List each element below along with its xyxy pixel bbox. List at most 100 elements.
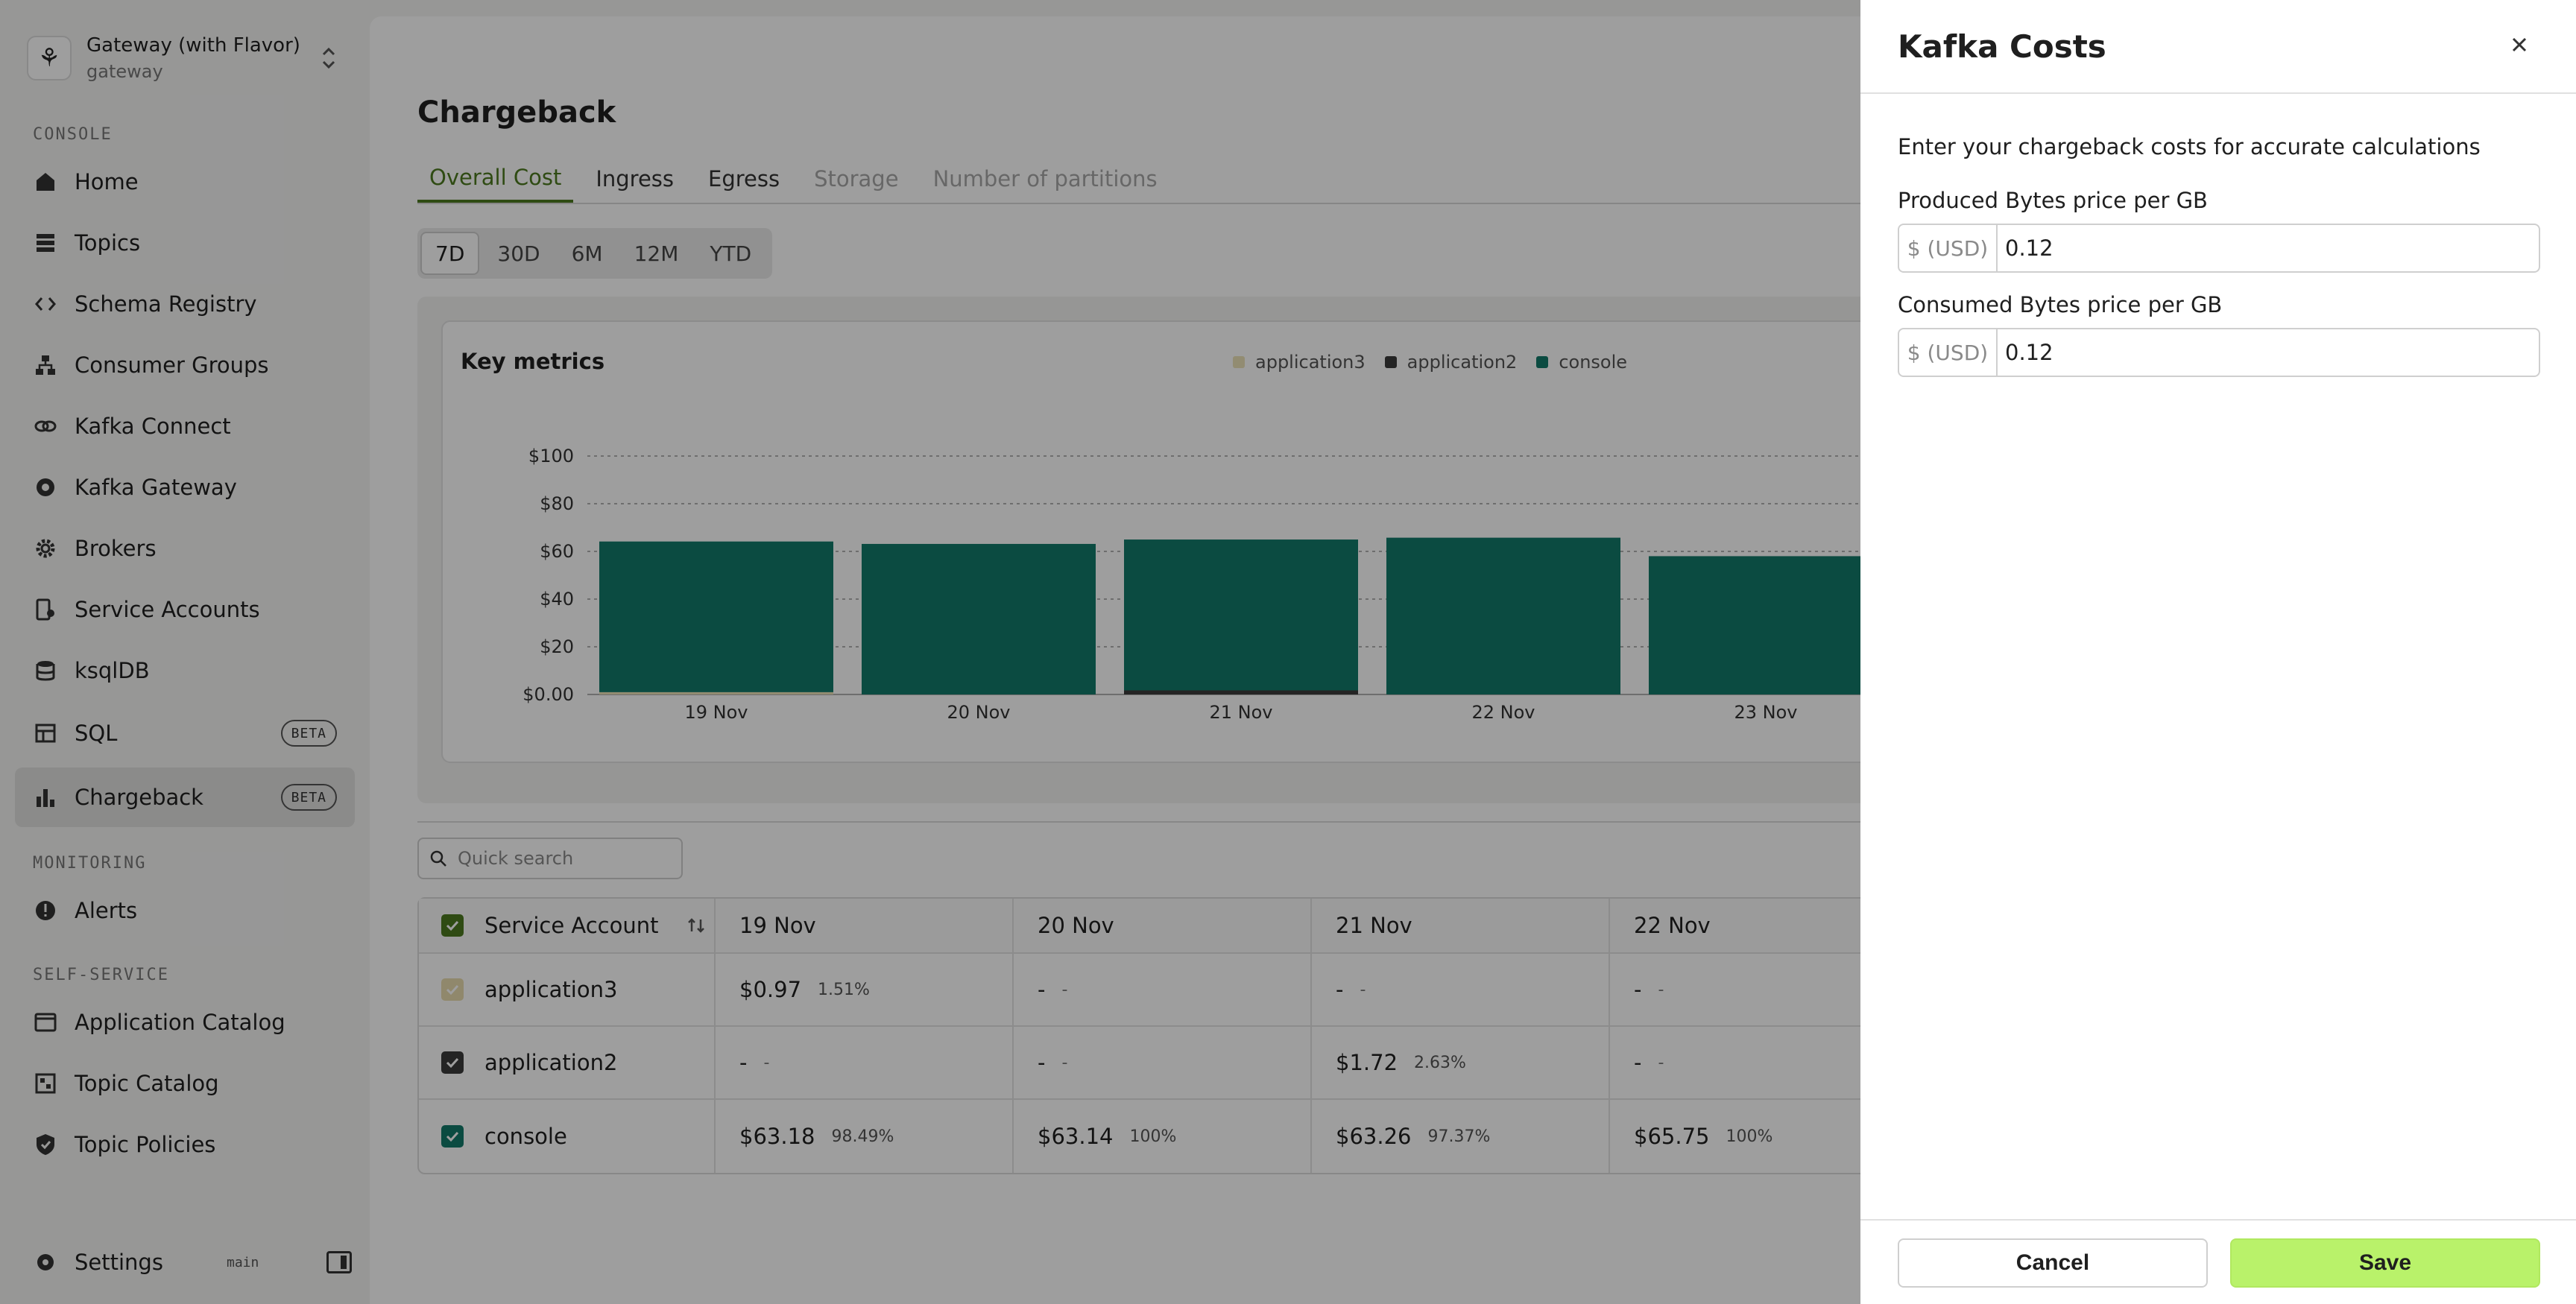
legend-item[interactable]: console [1536,352,1627,373]
account-name: console [484,1124,567,1149]
tab-storage[interactable]: Storage [814,166,899,192]
sidebar-item-chargeback[interactable]: Chargeback BETA [15,767,355,827]
sidebar-item-topic-catalog[interactable]: Topic Catalog [15,1054,355,1113]
y-tick-label: $100 [528,446,574,466]
branch-label: main [227,1254,259,1270]
produced-price-input[interactable] [1998,235,2519,261]
sidebar-item-schema-registry[interactable]: Schema Registry [15,274,355,334]
cost-percent: - [1360,980,1366,999]
range-30d-button[interactable]: 30D [497,241,540,266]
row-checkbox[interactable] [441,1051,464,1074]
consumed-price-input[interactable] [1998,340,2519,365]
sidebar-item-label: Topics [75,230,141,256]
legend-label: application3 [1255,352,1366,373]
sidebar-item-alerts[interactable]: Alerts [15,881,355,940]
close-button[interactable] [2507,33,2531,57]
workspace-text: Gateway (with Flavor) gateway [86,34,300,82]
y-tick-label: $80 [540,493,574,514]
bar-console [1386,537,1620,694]
produced-price-label: Produced Bytes price per GB [1898,188,2208,213]
sidebar-item-ksqldb[interactable]: ksqlDB [15,641,355,700]
section-self-service: SELF-SERVICE [33,966,169,984]
range-6m-button[interactable]: 6M [571,241,603,266]
sidebar-item-application-catalog[interactable]: Application Catalog [15,993,355,1052]
sort-icon[interactable] [686,915,707,936]
drawer-intro: Enter your chargeback costs for accurate… [1898,134,2481,159]
cost-percent: 100% [1726,1127,1773,1146]
tab-overall-cost[interactable]: Overall Cost [417,155,574,203]
tab-ingress[interactable]: Ingress [596,166,675,192]
select-all-checkbox[interactable] [441,914,464,937]
legend-item[interactable]: application3 [1233,352,1366,373]
save-button[interactable]: Save [2230,1238,2540,1288]
x-tick-label: 20 Nov [947,702,1010,723]
row-checkbox[interactable] [441,1125,464,1148]
sidebar-item-home[interactable]: Home [15,152,355,212]
sidebar-item-label: Topic Policies [75,1132,216,1157]
topic-catalog-icon [35,1073,56,1094]
workspace-switcher[interactable]: ⚘ Gateway (with Flavor) gateway [27,30,340,86]
range-ytd-button[interactable]: YTD [710,241,752,266]
sidebar-item-label: Brokers [75,536,157,561]
table-row: application2 -- -- $1.72 2.63% -- [419,1027,2576,1100]
check-icon [446,984,459,996]
section-console: CONSOLE [33,125,113,144]
header-service-account[interactable]: Service Account [419,899,716,952]
x-tick-label: 22 Nov [1471,702,1535,723]
legend-label: application2 [1407,352,1518,373]
tab-number-of-partitions[interactable]: Number of partitions [932,166,1158,192]
row-account: console [419,1100,716,1173]
sidebar-item-service-accounts[interactable]: Service Accounts [15,580,355,639]
sidebar-item-consumer-groups[interactable]: Consumer Groups [15,335,355,395]
sidebar-item-topic-policies[interactable]: Topic Policies [15,1115,355,1174]
header-label: Service Account [484,913,659,938]
cancel-button[interactable]: Cancel [1898,1238,2208,1288]
tab-egress[interactable]: Egress [708,166,780,192]
sidebar-item-topics[interactable]: Topics [15,213,355,273]
range-12m-button[interactable]: 12M [634,241,679,266]
check-icon [446,1057,459,1069]
header-day: 21 Nov [1312,899,1610,952]
x-tick-label: 23 Nov [1734,702,1797,723]
cost-cell: -- [1610,954,1908,1025]
cost-cell: $63.18 98.49% [716,1100,1014,1173]
legend-item[interactable]: application2 [1384,352,1518,373]
row-account: application2 [419,1027,716,1098]
gear-icon [36,539,55,558]
sidebar-item-label: Topic Catalog [75,1071,219,1096]
sidebar-item-label: Kafka Gateway [75,475,237,500]
sidebar-item-label: Chargeback [75,785,203,810]
workspace-logo-icon: ⚘ [27,36,72,80]
bar-chart-icon [37,789,54,807]
cost-cell: $63.26 97.37% [1312,1100,1610,1173]
settings-link[interactable]: Settings main [33,1241,353,1283]
chevron-updown-icon [322,47,335,69]
cost-percent: 100% [1129,1127,1177,1146]
quick-search[interactable] [417,838,683,879]
sidebar-item-kafka-connect[interactable]: Kafka Connect [15,396,355,456]
y-tick-label: $40 [540,589,574,610]
sidebar-toggle-icon[interactable] [326,1251,352,1273]
produced-price-field: $ (USD) [1898,224,2540,273]
consumer-groups-icon [36,355,55,375]
beta-badge: BETA [280,784,337,811]
sidebar-item-kafka-gateway[interactable]: Kafka Gateway [15,458,355,517]
range-7d-button[interactable]: 7D [420,232,480,275]
beta-badge: BETA [280,720,337,747]
cost-percent: - [1061,980,1068,999]
cost-amount: $63.26 [1336,1124,1412,1149]
bar-application2 [1124,690,1358,694]
sidebar-item-brokers[interactable]: Brokers [15,519,355,578]
sidebar-item-label: Kafka Connect [75,414,231,439]
cost-percent: - [1061,1053,1068,1072]
sidebar-item-sql[interactable]: SQL BETA [15,703,355,763]
drawer-title: Kafka Costs [1898,28,2106,65]
settings-label: Settings [75,1250,163,1275]
row-checkbox[interactable] [441,978,464,1001]
sidebar-item-label: ksqlDB [75,658,150,683]
x-tick-label: 21 Nov [1209,702,1272,723]
y-tick-label: $60 [540,541,574,562]
search-input[interactable] [458,848,674,869]
modal-backdrop[interactable] [0,0,1860,1304]
cost-cell: -- [1014,954,1312,1025]
